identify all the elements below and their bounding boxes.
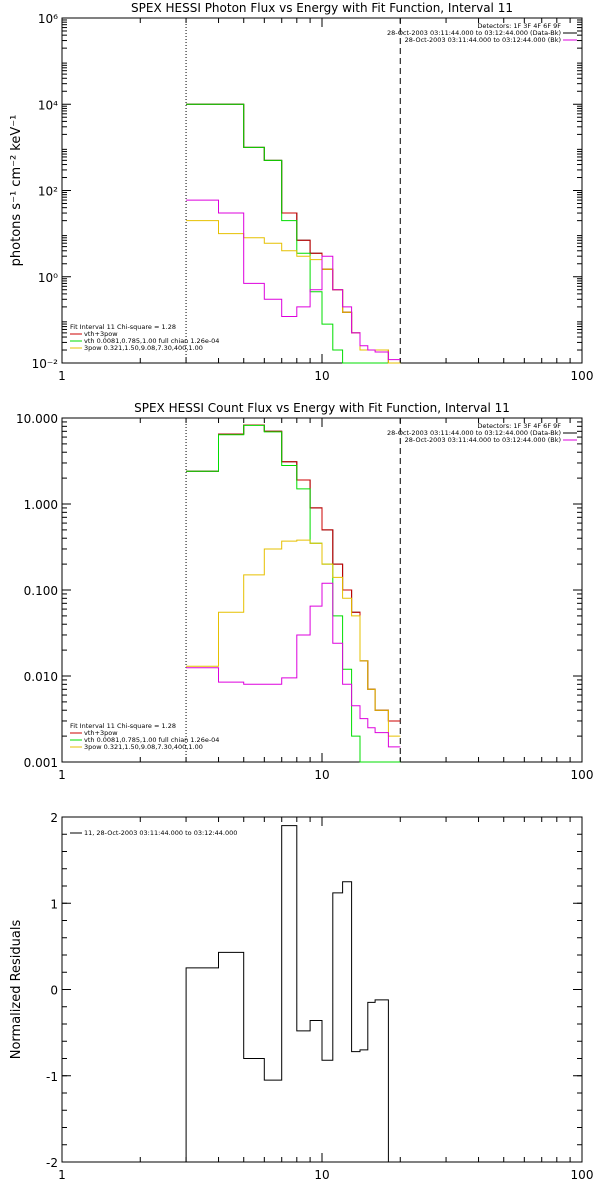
legend: 11, 28-Oct-2003 03:11:44.000 to 03:12:44… <box>70 829 237 837</box>
y-tick-label: 10⁴ <box>38 98 58 112</box>
series-0-histogram <box>185 825 389 1162</box>
series-3-histogram <box>186 539 401 737</box>
y-tick-label: 2 <box>50 811 58 825</box>
legend-entry: vth+3pow <box>84 729 118 737</box>
photon-flux-panel: SPEX HESSI Photon Flux vs Energy with Fi… <box>9 1 593 383</box>
legend-entry: vth 0.0081,0.785,1.00 full chian 1.26e-0… <box>84 337 219 345</box>
chart-title: SPEX HESSI Photon Flux vs Energy with Fi… <box>131 1 513 15</box>
x-tick-label: 1 <box>58 768 66 782</box>
y-tick-label: -2 <box>46 1156 58 1170</box>
y-tick-label: 10.000 <box>16 412 58 426</box>
annotation-header: Detectors: 1F 3F 4F 6F 9F <box>477 422 561 430</box>
y-tick-label: -1 <box>46 1070 58 1084</box>
y-tick-label: 10² <box>38 185 58 199</box>
y-tick-label: 0 <box>50 984 58 998</box>
legend-entry: vth+3pow <box>84 330 118 338</box>
annotation-entry: 28-Oct-2003 03:11:44.000 to 03:12:44.000… <box>387 29 561 37</box>
annotation-entry: 28-Oct-2003 03:11:44.000 to 03:12:44.000… <box>387 429 561 437</box>
chart-title: SPEX HESSI Count Flux vs Energy with Fit… <box>134 401 510 415</box>
y-tick-label: 1.000 <box>24 498 58 512</box>
series-4-histogram <box>186 199 401 361</box>
legend-entry: 3pow 0.321,1.50,9.08,7.30,400,1.00 <box>84 344 203 352</box>
y-tick-label: 10⁰ <box>38 271 58 285</box>
x-tick-label: 100 <box>571 768 594 782</box>
y-axis-label: photons s⁻¹ cm⁻² keV⁻¹ <box>9 115 24 267</box>
y-tick-label: 0.010 <box>24 670 58 684</box>
legend-entry: vth 0.0081,0.785,1.00 full chian 1.26e-0… <box>84 736 219 744</box>
x-tick-label: 10 <box>314 1168 329 1182</box>
legend-entry: 3pow 0.321,1.50,9.08,7.30,400,1.00 <box>84 743 203 751</box>
legend-header: Fit Interval 11 Chi-square = 1.28 <box>70 722 176 730</box>
y-tick-label: 10⁻² <box>32 357 59 371</box>
x-tick-label: 100 <box>571 369 594 383</box>
y-tick-label: 0.100 <box>24 584 58 598</box>
x-tick-label: 1 <box>58 369 66 383</box>
plot-frame <box>61 816 583 1163</box>
legend-entry: 11, 28-Oct-2003 03:11:44.000 to 03:12:44… <box>84 829 237 837</box>
annotation-header: Detectors: 1F 3F 4F 6F 9F <box>477 22 561 30</box>
legend-header: Fit Interval 11 Chi-square = 1.28 <box>70 323 176 331</box>
series-2-histogram <box>186 103 401 364</box>
x-tick-label: 100 <box>571 1168 594 1182</box>
x-tick-label: 10 <box>314 768 329 782</box>
x-tick-label: 10 <box>314 369 329 383</box>
y-tick-label: 10⁶ <box>38 12 58 26</box>
y-axis-label: Normalized Residuals <box>9 920 24 1060</box>
legend: Fit Interval 11 Chi-square = 1.28vth+3po… <box>70 722 219 751</box>
y-tick-label: 1 <box>50 897 58 911</box>
annotation-entry: 28-Oct-2003 03:11:44.000 to 03:12:44.000… <box>405 36 561 44</box>
series-4-histogram <box>186 582 401 748</box>
x-tick-label: 1 <box>58 1168 66 1182</box>
count-flux-panel: SPEX HESSI Count Flux vs Energy with Fit… <box>16 401 593 782</box>
series-2-histogram <box>186 424 401 763</box>
legend: Fit Interval 11 Chi-square = 1.28vth+3po… <box>70 323 219 352</box>
residuals-panel: Normalized Residuals 1 10 100 -2 -1 0 1 2 11, 28-… <box>9 811 593 1182</box>
y-tick-label: 0.001 <box>24 756 58 770</box>
annotation-entry: 28-Oct-2003 03:11:44.000 to 03:12:44.000… <box>405 436 561 444</box>
